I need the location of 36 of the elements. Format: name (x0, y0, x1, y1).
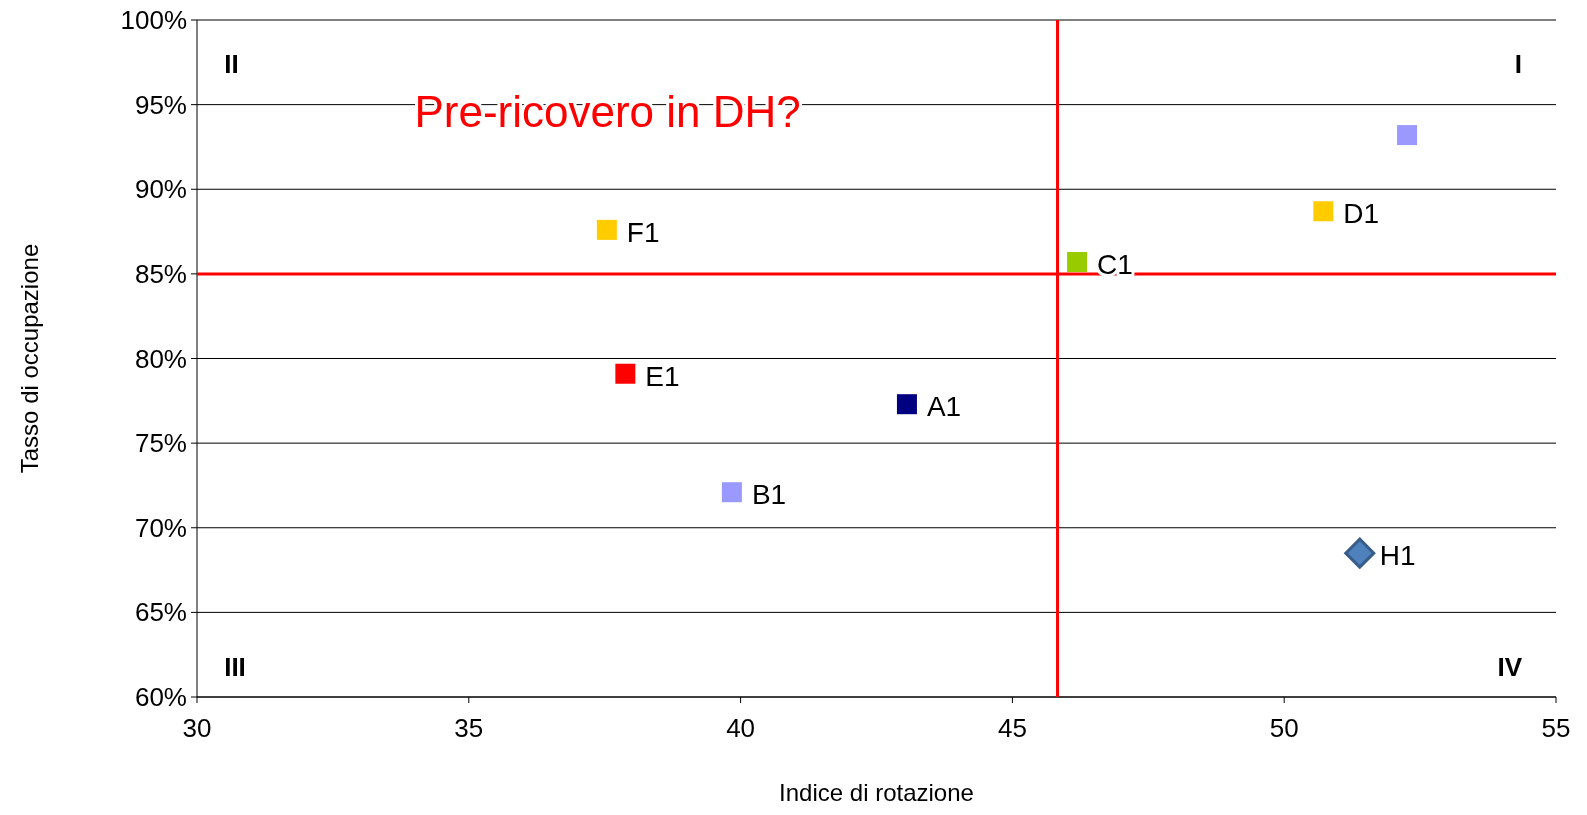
x-tick-label: 50 (1269, 713, 1299, 743)
series-label: B1 (751, 479, 787, 511)
annotation: III (224, 651, 246, 682)
y-tick-label: 100% (120, 5, 187, 36)
series-label: D1 (1343, 198, 1380, 230)
point (896, 394, 917, 415)
point (721, 482, 742, 503)
point (1313, 201, 1334, 222)
series-label: E1 (645, 360, 680, 392)
series-label: F1 (626, 216, 660, 248)
y-tick-label: 85% (134, 258, 187, 289)
y-tick-label: 60% (134, 682, 187, 713)
x-tick-label: 30 (182, 713, 212, 743)
x-tick-label: 55 (1541, 713, 1571, 743)
y-tick-label: 75% (134, 428, 187, 459)
x-axis-title: Indice di rotazione (779, 779, 974, 806)
point (1067, 252, 1088, 273)
annotation: II (224, 49, 239, 80)
y-axis-title: Tasso di occupazione (16, 243, 43, 474)
point (1397, 125, 1418, 146)
annotation: I (1514, 49, 1523, 80)
y-tick-label: 65% (134, 597, 187, 628)
x-tick-label: 45 (997, 713, 1027, 743)
point (596, 219, 617, 240)
annotation: IV (1497, 651, 1523, 682)
point (1344, 537, 1376, 569)
series-label: C1 (1097, 248, 1133, 280)
y-tick-label: 90% (134, 174, 187, 205)
y-tick-label: 80% (134, 343, 187, 374)
series-label: A1 (926, 391, 962, 422)
x-tick-label: 40 (726, 713, 756, 743)
series-label: H1 (1379, 539, 1416, 571)
point (615, 363, 636, 384)
y-tick-label: 70% (134, 512, 187, 543)
x-tick-label: 35 (454, 713, 484, 743)
y-tick-label: 95% (134, 89, 187, 120)
